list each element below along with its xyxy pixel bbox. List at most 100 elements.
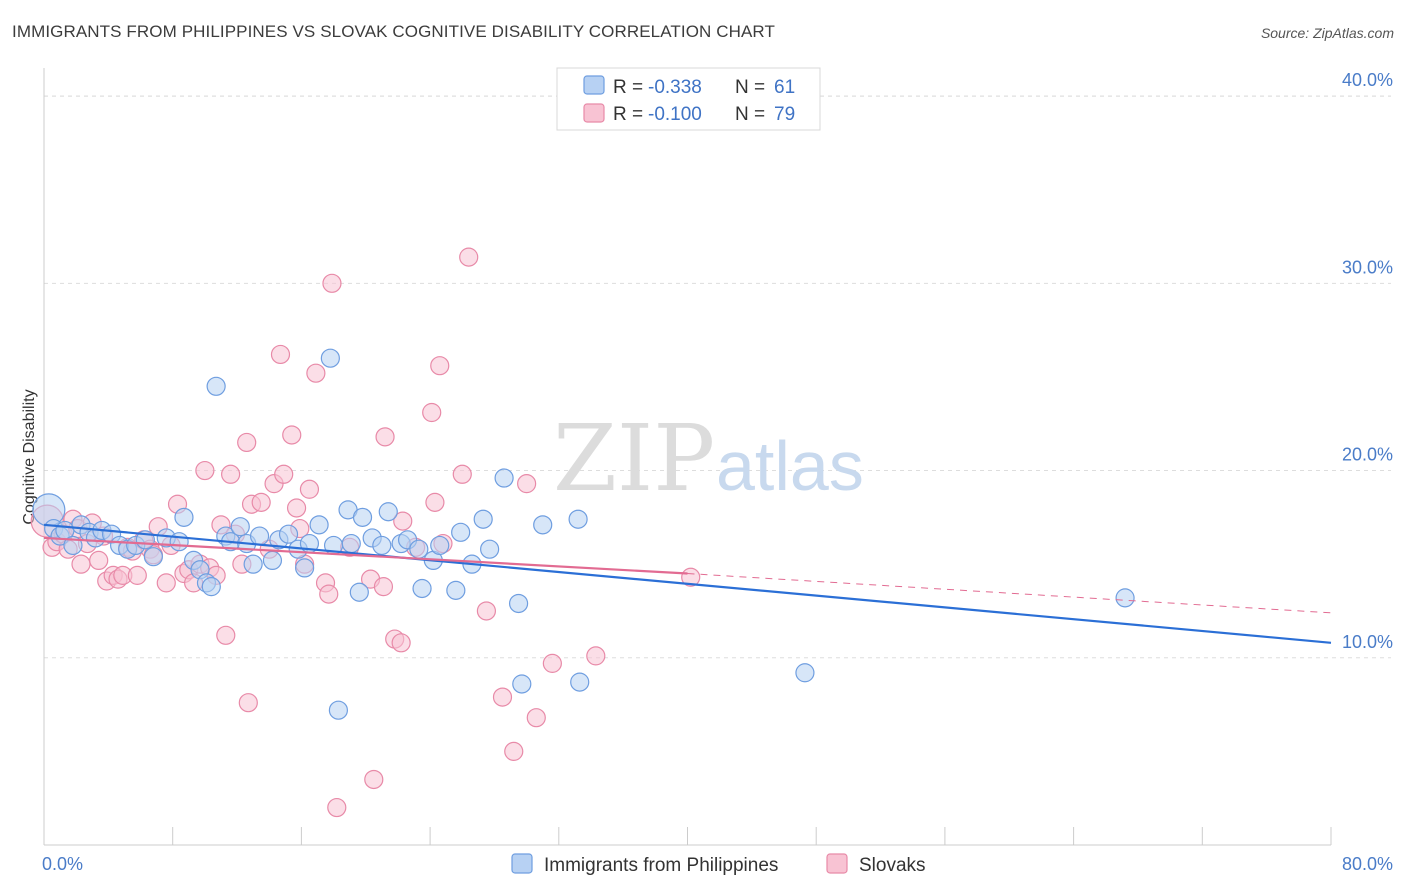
slovaks-trend-extension (687, 573, 1332, 614)
philippines-point (349, 582, 369, 602)
philippines-point (1115, 588, 1135, 608)
slovaks-point (492, 687, 513, 707)
philippines-point (320, 348, 340, 368)
legend-n-label-2: N = (735, 104, 765, 125)
philippines-point (508, 593, 529, 614)
philippines-point (169, 532, 189, 552)
x-ticks (43, 827, 1332, 845)
slovaks-point (286, 498, 307, 518)
y-axis-title: Cognitive Disability (21, 389, 38, 524)
philippines-point (295, 558, 315, 578)
slovaks-point (425, 492, 445, 512)
philippines-point (201, 577, 221, 597)
philippines-point (262, 550, 283, 571)
y-tick-label: 40.0% (1342, 70, 1393, 90)
philippines-point (570, 672, 590, 692)
slovaks-point (127, 565, 147, 585)
slovaks-point (322, 273, 342, 293)
slovaks-point (375, 427, 395, 447)
bottom-legend-swatch-slovaks (826, 853, 848, 874)
slovaks-point (237, 432, 257, 453)
philippines-point (230, 517, 250, 537)
legend-n-label-1: N = (735, 77, 765, 98)
slovaks-point (373, 577, 394, 597)
bottom-legend-label-philippines: Immigrants from Philippines (544, 855, 778, 876)
legend-box: R = -0.338 N = 61 R = -0.100 N = 79 (556, 67, 821, 131)
philippines-points (32, 348, 1135, 720)
philippines-point (328, 700, 349, 720)
slovaks-point (251, 492, 271, 512)
philippines-point (533, 515, 553, 535)
philippines-point (795, 663, 815, 683)
philippines-point (352, 507, 373, 527)
slovaks-point (459, 247, 479, 267)
legend-r-label-2: R = (613, 104, 643, 125)
philippines-point (494, 468, 514, 488)
bottom-legend-label-slovaks: Slovaks (859, 855, 926, 876)
x-tick-label-max: 80.0% (1342, 854, 1393, 874)
slovaks-point (282, 425, 302, 445)
philippines-point (512, 674, 532, 694)
grid-lines (44, 95, 1391, 659)
slovaks-point (504, 741, 524, 761)
slovaks-point (586, 646, 606, 666)
philippines-point (568, 509, 588, 529)
philippines-point (174, 507, 194, 527)
legend-n-value-1: 61 (774, 77, 795, 98)
philippines-trend-line (43, 523, 1332, 644)
slovaks-point (327, 797, 347, 818)
philippines-point (412, 578, 432, 599)
philippines-point (249, 526, 270, 546)
philippines-point (378, 502, 398, 522)
legend-r-label-1: R = (613, 77, 643, 98)
y-tick-labels: 10.0% 20.0% 30.0% 40.0% (1342, 70, 1393, 652)
philippines-point (451, 522, 471, 542)
legend-r-value-2: -0.100 (648, 104, 702, 125)
slovaks-trend-line (43, 536, 688, 575)
slovaks-point (430, 356, 450, 376)
bottom-legend-swatch-philippines (511, 853, 533, 874)
philippines-point (278, 524, 299, 544)
y-tick-label: 30.0% (1342, 257, 1393, 277)
trend-lines (43, 523, 1332, 644)
slovaks-point (306, 363, 326, 383)
philippines-point (430, 535, 450, 556)
philippines-point (446, 580, 466, 600)
legend-r-value-1: -0.338 (648, 77, 702, 98)
bottom-legend: Immigrants from Philippines Slovaks (511, 853, 926, 876)
watermark-atlas: atlas (716, 427, 864, 505)
slovaks-point (71, 554, 91, 574)
slovaks-point (364, 769, 384, 790)
y-tick-label: 20.0% (1342, 445, 1393, 465)
slovaks-point (89, 550, 109, 571)
slovaks-point (391, 633, 411, 653)
watermark-zip: ZIP (553, 405, 715, 512)
x-tick-label-min: 0.0% (42, 854, 83, 874)
slovaks-point (452, 464, 472, 484)
slovaks-point (393, 511, 413, 531)
y-tick-label: 10.0% (1342, 632, 1393, 652)
slovaks-point (517, 474, 537, 494)
legend-n-value-2: 79 (774, 104, 795, 125)
slovaks-point (221, 464, 241, 484)
slovaks-point (476, 601, 497, 621)
slovaks-point (526, 708, 546, 728)
philippines-point (372, 535, 392, 556)
legend-swatch-slovaks (583, 103, 605, 123)
legend-swatch-philippines (583, 75, 605, 95)
slovaks-point (238, 693, 258, 713)
philippines-point (473, 509, 493, 529)
chart-source: Source: ZipAtlas.com (1260, 25, 1394, 41)
slovaks-point (542, 653, 562, 673)
slovaks-point (422, 402, 442, 423)
slovaks-point (270, 344, 291, 365)
philippines-point (480, 539, 500, 559)
philippines-point (63, 535, 83, 556)
philippines-point (206, 376, 226, 396)
philippines-point (143, 547, 163, 567)
slovaks-point (299, 479, 320, 499)
chart-title: IMMIGRANTS FROM PHILIPPINES VS SLOVAK CO… (12, 22, 775, 41)
philippines-point (309, 515, 329, 535)
slovaks-point (319, 584, 339, 604)
